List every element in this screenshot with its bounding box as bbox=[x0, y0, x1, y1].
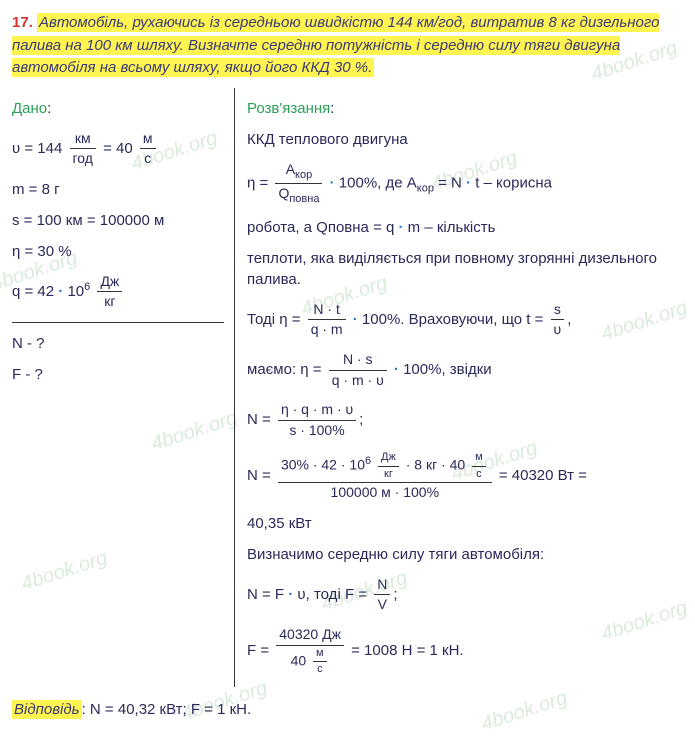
given-column: Дано: υ = 144 км год = 40 м с m = 8 г s … bbox=[12, 88, 234, 688]
find-F: F - ? bbox=[12, 364, 224, 385]
given-v: υ = 144 км год = 40 м с bbox=[12, 129, 224, 169]
sol-line4: теплоти, яка виділяється при повному зго… bbox=[247, 248, 683, 290]
given-eta: η = 30 % bbox=[12, 241, 224, 262]
sol-line3: робота, а Qповна = q · m – кількість bbox=[247, 217, 683, 238]
problem-number: 17. bbox=[12, 14, 33, 31]
answer-text: N = 40,32 кВт; F = 1 кН. bbox=[90, 701, 251, 718]
given-s: s = 100 км = 100000 м bbox=[12, 210, 224, 231]
sol-line7: N = η · q · m · υ s · 100% ; bbox=[247, 400, 683, 440]
sol-line10: Визначимо середню силу тяги автомобіля: bbox=[247, 544, 683, 565]
given-label: Дано bbox=[12, 100, 47, 117]
answer-label: Відповідь bbox=[12, 700, 82, 719]
sol-line8: N = 30% · 42 · 106 Дж кг · 8 кг · 40 м с bbox=[247, 450, 683, 502]
answer-row: Відповідь: N = 40,32 кВт; F = 1 кН. bbox=[12, 701, 683, 718]
solution-column: Розв'язання: ККД теплового двигуна η = A… bbox=[234, 88, 683, 688]
given-q: q = 42 · 106 Дж кг bbox=[12, 272, 224, 312]
solution-columns: Дано: υ = 144 км год = 40 м с m = 8 г s … bbox=[12, 88, 683, 688]
sol-line9: 40,35 кВт bbox=[247, 513, 683, 534]
solution-label: Розв'язання bbox=[247, 100, 330, 117]
given-divider bbox=[12, 322, 224, 323]
find-N: N - ? bbox=[12, 333, 224, 354]
sol-eta-formula: η = Aкор Qповна · 100%, де Aкор = N · t … bbox=[247, 160, 683, 207]
sol-line12: F = 40320 Дж 40 м с = 1008 Н = 1 кН. bbox=[247, 625, 683, 677]
sol-line11: N = F · υ, тоді F = N V ; bbox=[247, 575, 683, 615]
sol-line6: маємо: η = N · s q · m · υ · 100%, звідк… bbox=[247, 350, 683, 390]
problem-text: Автомобіль, рухаючись із середньою швидк… bbox=[12, 13, 659, 77]
sol-line1: ККД теплового двигуна bbox=[247, 129, 683, 150]
sol-line5: Тоді η = N · t q · m · 100%. Враховуючи,… bbox=[247, 300, 683, 340]
given-m: m = 8 г bbox=[12, 179, 224, 200]
problem-statement: 17. Автомобіль, рухаючись із середньою ш… bbox=[12, 12, 683, 80]
